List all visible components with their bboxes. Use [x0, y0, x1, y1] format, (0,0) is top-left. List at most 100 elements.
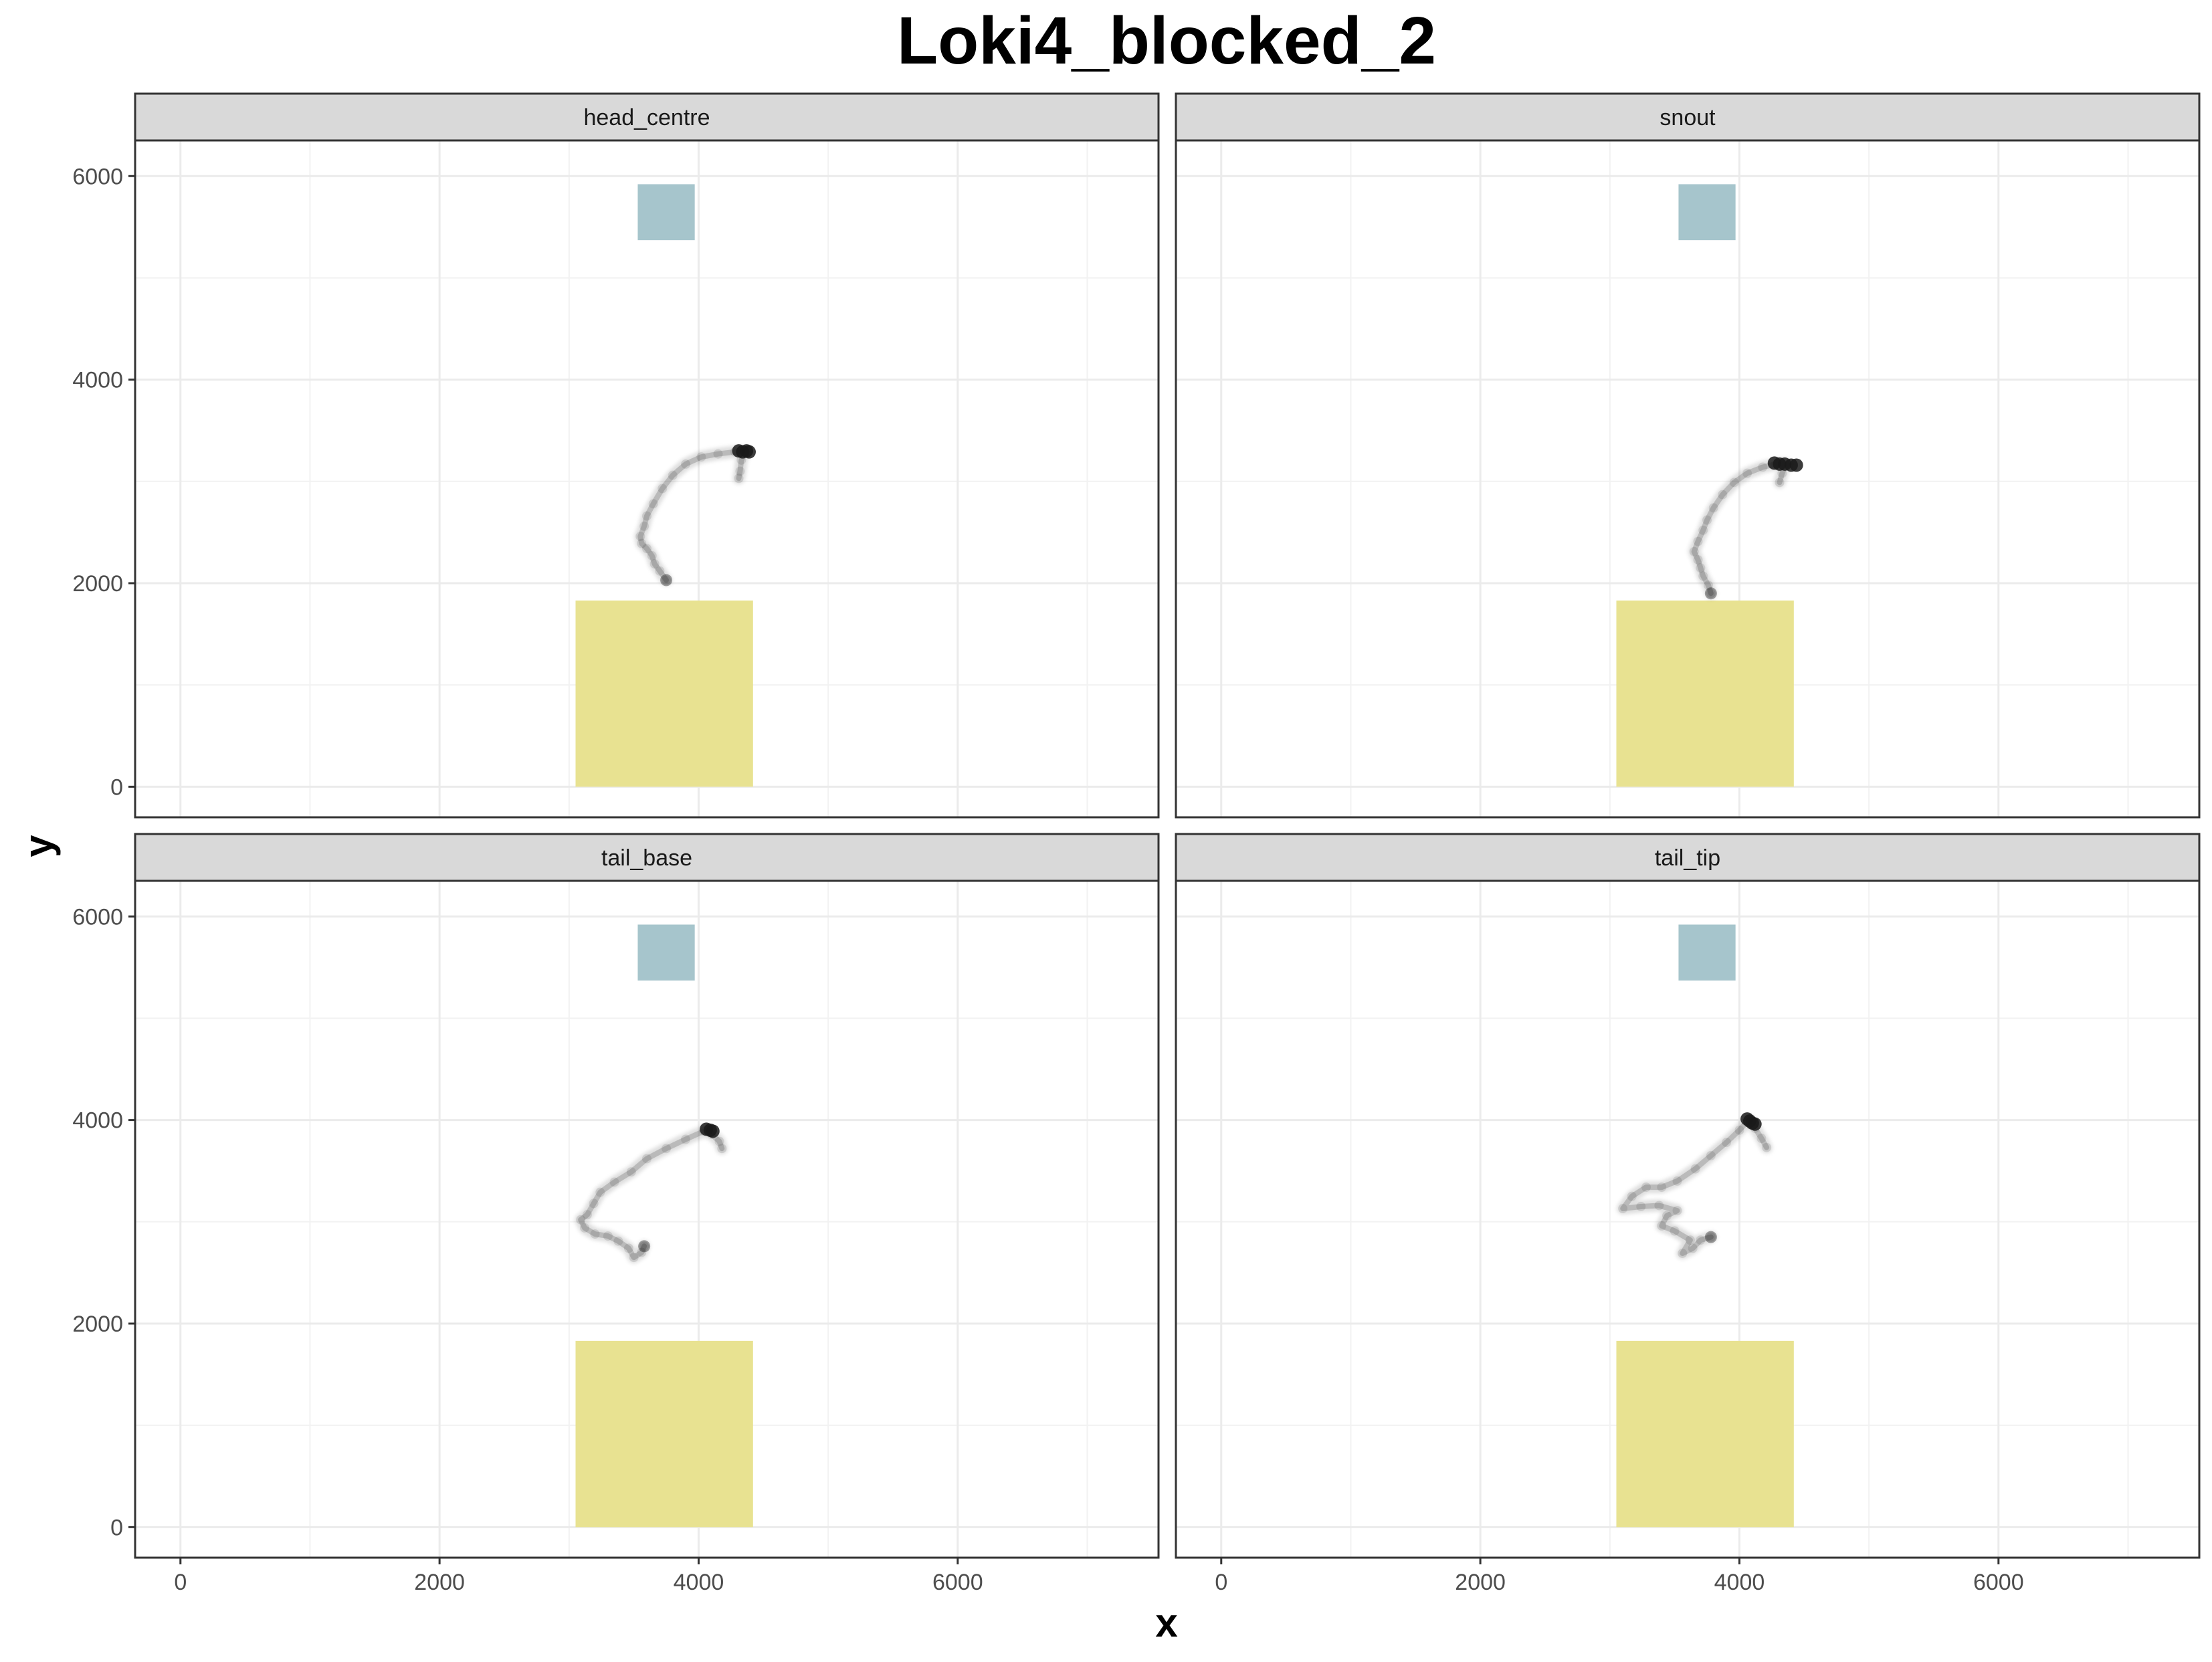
track-point: [1662, 1211, 1672, 1221]
track-point: [590, 1229, 600, 1239]
track-point: [595, 1187, 605, 1197]
track-point: [1706, 1150, 1716, 1160]
track-point: [662, 575, 672, 585]
panel-border: [1175, 879, 2201, 1559]
facet-strip-label: snout: [1660, 105, 1716, 130]
y-tick-label: 2000: [72, 1312, 123, 1337]
track-point: [1678, 1248, 1688, 1258]
facet-panel-head-centre: head_centre 0 2000 4000 6000: [72, 92, 1160, 819]
track-point: [642, 511, 651, 521]
zone-rect-lower: [1616, 600, 1794, 787]
track-point: [609, 1177, 619, 1187]
track-halo: [1617, 1114, 1773, 1259]
zone-rect-lower: [1616, 1340, 1794, 1528]
track-point: [734, 474, 744, 484]
track-point: [642, 544, 651, 554]
track-cluster-point: [1789, 458, 1803, 472]
track-cluster-point: [1748, 1117, 1762, 1131]
facet-strip-label: head_centre: [583, 105, 710, 130]
track-point: [681, 1134, 691, 1144]
track-point: [635, 531, 645, 541]
track-cluster-point: [706, 1124, 720, 1138]
facet-panel-snout: snout: [1175, 92, 2201, 819]
track-point: [629, 1253, 639, 1263]
track-point: [576, 1215, 586, 1225]
track-point: [1718, 490, 1728, 500]
track-point: [1734, 1125, 1744, 1135]
zone-rect-upper: [637, 924, 695, 981]
track-point: [662, 1144, 672, 1154]
track-halo: [575, 1125, 728, 1264]
zone-rect-upper: [1678, 184, 1736, 241]
track-point: [1698, 525, 1708, 535]
track-point: [1688, 1243, 1698, 1253]
zone-rect-lower: [575, 1340, 753, 1528]
x-tick-label: 2000: [1455, 1570, 1506, 1595]
facet-strip: [134, 92, 1160, 142]
track-point: [1672, 1206, 1682, 1216]
track-point: [637, 1247, 647, 1257]
y-tick-label: 4000: [72, 368, 123, 393]
panel-border: [1175, 139, 2201, 819]
track-point: [1722, 1138, 1732, 1148]
track-point: [1641, 1182, 1651, 1192]
track-point: [649, 559, 660, 569]
track-point: [589, 1199, 599, 1209]
track-point: [582, 1210, 592, 1220]
track-point: [626, 1167, 636, 1177]
track-point: [655, 566, 665, 576]
track-point: [648, 499, 658, 509]
track-point: [613, 1236, 623, 1246]
track-point: [658, 484, 668, 494]
track-point: [1706, 1232, 1716, 1242]
track-point: [714, 1136, 724, 1146]
zone-rect-upper: [637, 184, 695, 241]
y-tick-label: 0: [110, 774, 123, 800]
track-point: [696, 452, 706, 462]
facet-strip-label: tail_tip: [1655, 845, 1720, 871]
facet-strip: [1175, 833, 2201, 882]
x-tick-label: 6000: [932, 1570, 983, 1595]
zone-rect-upper: [1678, 924, 1736, 981]
track-point: [580, 1223, 590, 1233]
track-point: [1756, 1134, 1767, 1144]
track-point: [623, 1243, 633, 1253]
track-point: [735, 466, 745, 476]
track-point: [717, 1144, 727, 1154]
track-point: [603, 1231, 613, 1241]
facet-strip: [1175, 92, 2201, 142]
track-point: [1702, 515, 1712, 525]
track-point: [1690, 1164, 1700, 1174]
x-tick-label: 0: [174, 1570, 187, 1595]
track-point: [1775, 478, 1785, 488]
track-cluster-point: [742, 445, 756, 459]
track-point: [1685, 1235, 1695, 1245]
track-point: [1703, 581, 1713, 591]
x-axis-title: x: [1155, 1600, 1177, 1645]
track-point: [681, 459, 691, 469]
track-point: [1708, 503, 1718, 513]
x-tick-label: 4000: [674, 1570, 724, 1595]
track-point: [713, 449, 723, 459]
track-point: [1627, 1191, 1637, 1201]
track-point: [1693, 554, 1703, 564]
facet-strip: [134, 833, 1160, 882]
track-start-point: [638, 1240, 651, 1253]
y-axis-title: y: [16, 835, 61, 857]
track-point: [639, 521, 649, 531]
track-point: [668, 470, 678, 480]
y-tick-label: 4000: [72, 1108, 123, 1134]
track-point: [1672, 1176, 1682, 1186]
x-tick-label: 2000: [414, 1570, 465, 1595]
chart-title: Loki4_blocked_2: [897, 3, 1436, 78]
track-point: [1758, 462, 1768, 472]
track-point: [1696, 563, 1706, 573]
track-point: [1618, 1204, 1628, 1214]
track-point: [1698, 571, 1708, 581]
track-point: [1693, 536, 1703, 546]
track-point: [642, 1154, 651, 1164]
track-point: [1706, 589, 1716, 599]
track-point: [1689, 546, 1699, 556]
track-point: [1729, 478, 1739, 488]
